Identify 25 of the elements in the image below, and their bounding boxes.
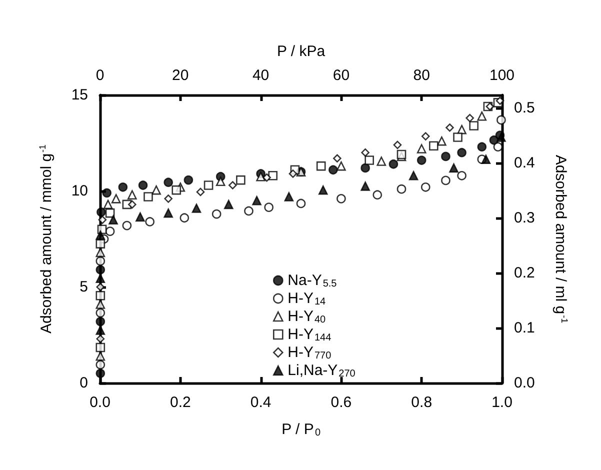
x2-tick-label: 0	[96, 67, 104, 84]
y2-axis-title: Adsorbed amount / ml g-1	[552, 154, 570, 324]
y-tick-label: 10	[71, 182, 88, 200]
y-axis-title: Adsorbed amount / mmol g-1	[38, 144, 55, 334]
x-tick-label: 1.0	[492, 394, 512, 411]
y-tick-label: 15	[71, 86, 88, 104]
x-tick-label: 0.2	[170, 394, 191, 411]
x2-tick-label: 40	[252, 67, 270, 84]
x-tick-label: 0.0	[90, 394, 110, 411]
x2-tick-label: 100	[489, 67, 515, 84]
x2-axis-title: P / kPa	[276, 43, 326, 60]
x-tick-label: 0.8	[411, 394, 432, 411]
x2-tick-label: 60	[332, 67, 350, 84]
y2-tick-label: 0.1	[514, 320, 535, 337]
x2-tick-label: 80	[413, 67, 430, 84]
y-tick-label: 5	[80, 278, 88, 296]
y-tick-label: 0	[80, 374, 88, 392]
y2-tick-label: 0.0	[514, 374, 535, 392]
x-tick-label: 0.6	[330, 394, 352, 411]
y2-tick-label: 0.2	[514, 264, 535, 282]
x-tick-label: 0.4	[250, 394, 272, 411]
y2-tick-label: 0.5	[514, 100, 535, 117]
x2-tick-label: 20	[172, 67, 189, 84]
y2-tick-label: 0.3	[514, 210, 535, 227]
y2-tick-label: 0.4	[514, 154, 535, 172]
